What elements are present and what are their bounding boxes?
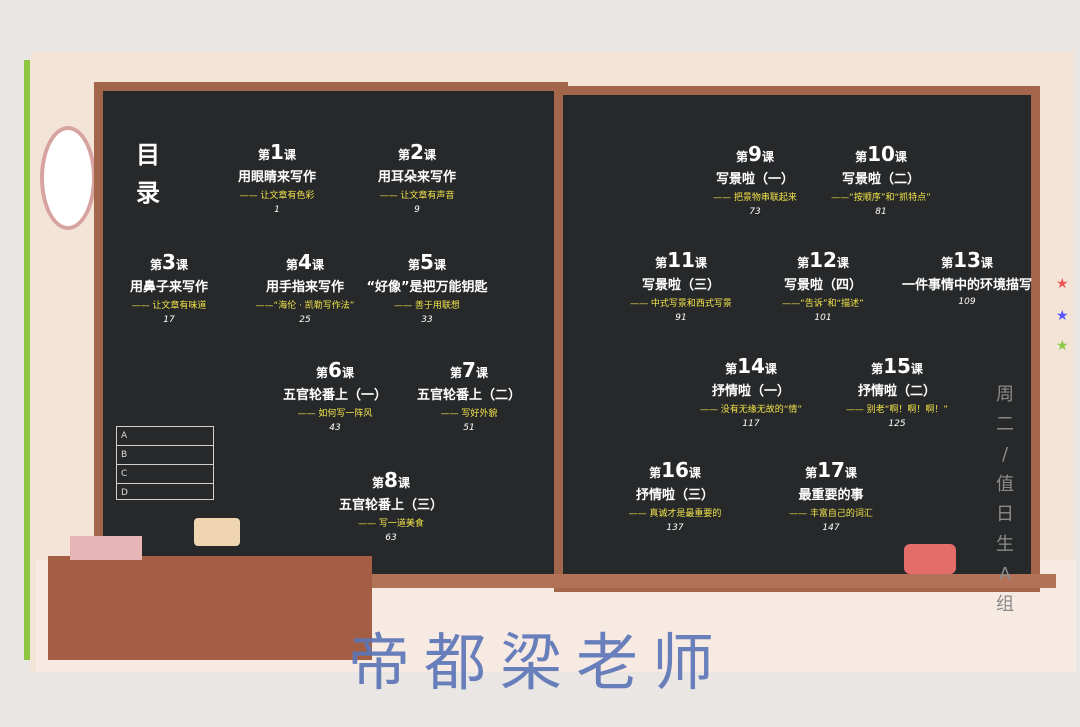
lesson-entry: 第8课五官轮番上（三） —— 写一道美食 63 (326, 468, 456, 543)
lesson-subtitle: —— 善于用联想 (394, 301, 460, 311)
chalk-ledge (366, 574, 1056, 588)
lesson-number: 第11课 (655, 248, 707, 272)
lesson-entry: 第12课写景啦（四） ——“告诉”和“描述” 101 (758, 248, 888, 323)
lesson-page: 25 (299, 315, 311, 325)
lesson-entry: 第16课抒情啦（三） —— 真诚才是最重要的 137 (610, 458, 740, 533)
lesson-number: 第9课 (736, 142, 774, 166)
lesson-title: “好像”是把万能钥匙 (366, 280, 488, 295)
side-chalk-writing: 周二 / 值日生 A 组 (996, 384, 1014, 615)
watermark: 帝都梁老师 (348, 626, 729, 699)
lesson-title: 用眼睛来写作 (237, 170, 316, 185)
grade-card: A B C D (116, 426, 214, 500)
lesson-entry: 第10课写景啦（二） ——“按顺序”和“抓特点” 81 (816, 142, 946, 217)
lesson-number: 第16课 (649, 458, 701, 482)
lesson-subtitle: —— 写好外貌 (440, 409, 498, 419)
lesson-subtitle: —— 丰富自己的词汇 (789, 509, 873, 519)
lesson-subtitle: —— 让文章有声音 (379, 191, 455, 201)
eraser-illustration (194, 518, 240, 546)
pencil-case-illustration (904, 544, 956, 574)
lesson-number: 第12课 (797, 248, 849, 272)
star-icon: ★ (1056, 308, 1069, 324)
lesson-page: 137 (666, 523, 684, 533)
lesson-title: 用手指来写作 (265, 280, 344, 295)
lesson-entry: 第5课 “好像”是把万能钥匙 —— 善于用联想 33 (362, 250, 492, 325)
lesson-number: 第13课 (941, 248, 993, 272)
lesson-page: 101 (814, 313, 832, 323)
lesson-subtitle: —— 把景物串联起来 (713, 193, 797, 203)
lesson-page: 9 (414, 205, 420, 215)
lesson-entry: 第4课用手指来写作 ——“海伦 · 凯勒写作法” 25 (240, 250, 370, 325)
lesson-number: 第3课 (150, 250, 188, 274)
lesson-title: 抒情啦（一） (711, 384, 790, 399)
lesson-subtitle: ——“告诉”和“描述” (782, 299, 864, 309)
lesson-page: 43 (329, 423, 341, 433)
lesson-page: 125 (888, 419, 906, 429)
lesson-subtitle: —— 让文章有色彩 (239, 191, 315, 201)
lesson-page: 33 (421, 315, 433, 325)
lesson-entry: 第14课抒情啦（一） —— 没有无缘无故的“情” 117 (686, 354, 816, 429)
lesson-entry: 第9课写景啦（一） —— 把景物串联起来 73 (690, 142, 820, 217)
lesson-entry: 第7课五官轮番上（二） —— 写好外貌 51 (404, 358, 534, 433)
chalkboard-right (554, 86, 1040, 592)
lesson-title: 写景啦（三） (641, 278, 720, 293)
lesson-page: 51 (463, 423, 475, 433)
star-icon: ★ (1056, 338, 1069, 354)
lesson-subtitle: ——“按顺序”和“抓特点” (831, 193, 931, 203)
lesson-number: 第8课 (372, 468, 410, 492)
lesson-subtitle: —— 如何写一阵风 (297, 409, 373, 419)
lesson-number: 第7课 (450, 358, 488, 382)
lesson-subtitle: —— 没有无缘无故的“情” (699, 405, 803, 415)
lesson-entry: 第3课用鼻子来写作 —— 让文章有味道 17 (104, 250, 234, 325)
lesson-number: 第15课 (871, 354, 923, 378)
lesson-number: 第4课 (286, 250, 324, 274)
lesson-entry: 第17课最重要的事 —— 丰富自己的词汇 147 (766, 458, 896, 533)
lesson-page: 91 (675, 313, 687, 323)
lesson-page: 81 (875, 207, 887, 217)
desk-illustration (48, 556, 372, 660)
lesson-subtitle: —— 写一道美食 (358, 519, 424, 529)
lesson-number: 第14课 (725, 354, 777, 378)
clock-illustration (40, 126, 96, 230)
lesson-entry: 第15课抒情啦（二） —— 别老“啊！啊！啊！” 125 (832, 354, 962, 429)
lesson-number: 第17课 (805, 458, 857, 482)
toc-title: 目录 (136, 141, 160, 207)
lesson-subtitle: —— 让文章有味道 (131, 301, 207, 311)
lesson-entry: 第11课写景啦（三） —— 中式写景和西式写景 91 (616, 248, 746, 323)
lesson-title: 一件事情中的环境描写 (902, 278, 1033, 293)
lesson-number: 第5课 (408, 250, 446, 274)
lesson-subtitle: —— 中式写景和西式写景 (630, 299, 732, 309)
lesson-number: 第6课 (316, 358, 354, 382)
lesson-page: 147 (822, 523, 840, 533)
lesson-subtitle: —— 别老“啊！啊！啊！” (845, 405, 949, 415)
lesson-page: 73 (749, 207, 761, 217)
lesson-entry: 第13课一件事情中的环境描写 109 (902, 248, 1032, 307)
lesson-page: 109 (958, 297, 976, 307)
lesson-page: 1 (274, 205, 280, 215)
lesson-title: 抒情啦（三） (635, 488, 714, 503)
lesson-title: 写景啦（四） (783, 278, 862, 293)
lesson-title: 写景啦（一） (715, 172, 794, 187)
lesson-subtitle: ——“海伦 · 凯勒写作法” (255, 301, 355, 311)
lesson-title: 抒情啦（二） (857, 384, 936, 399)
lesson-page: 63 (385, 533, 397, 543)
lesson-subtitle: —— 真诚才是最重要的 (628, 509, 722, 519)
lesson-entry: 第6课五官轮番上（一） —— 如何写一阵风 43 (270, 358, 400, 433)
lesson-title: 写景啦（二） (841, 172, 920, 187)
lesson-entry: 第1课用眼睛来写作 —— 让文章有色彩 1 (212, 140, 342, 215)
books-illustration (70, 536, 142, 560)
lesson-title: 五官轮番上（一） (282, 388, 387, 403)
lesson-title: 用鼻子来写作 (129, 280, 208, 295)
lesson-number: 第10课 (855, 142, 907, 166)
star-icon: ★ (1056, 276, 1069, 292)
lesson-page: 117 (742, 419, 760, 429)
lesson-title: 五官轮番上（三） (338, 498, 443, 513)
lesson-title: 最重要的事 (798, 488, 864, 503)
lesson-entry: 第2课用耳朵来写作 —— 让文章有声音 9 (352, 140, 482, 215)
lesson-number: 第1课 (258, 140, 296, 164)
lesson-number: 第2课 (398, 140, 436, 164)
lesson-title: 五官轮番上（二） (416, 388, 521, 403)
lesson-title: 用耳朵来写作 (377, 170, 456, 185)
lesson-page: 17 (163, 315, 175, 325)
